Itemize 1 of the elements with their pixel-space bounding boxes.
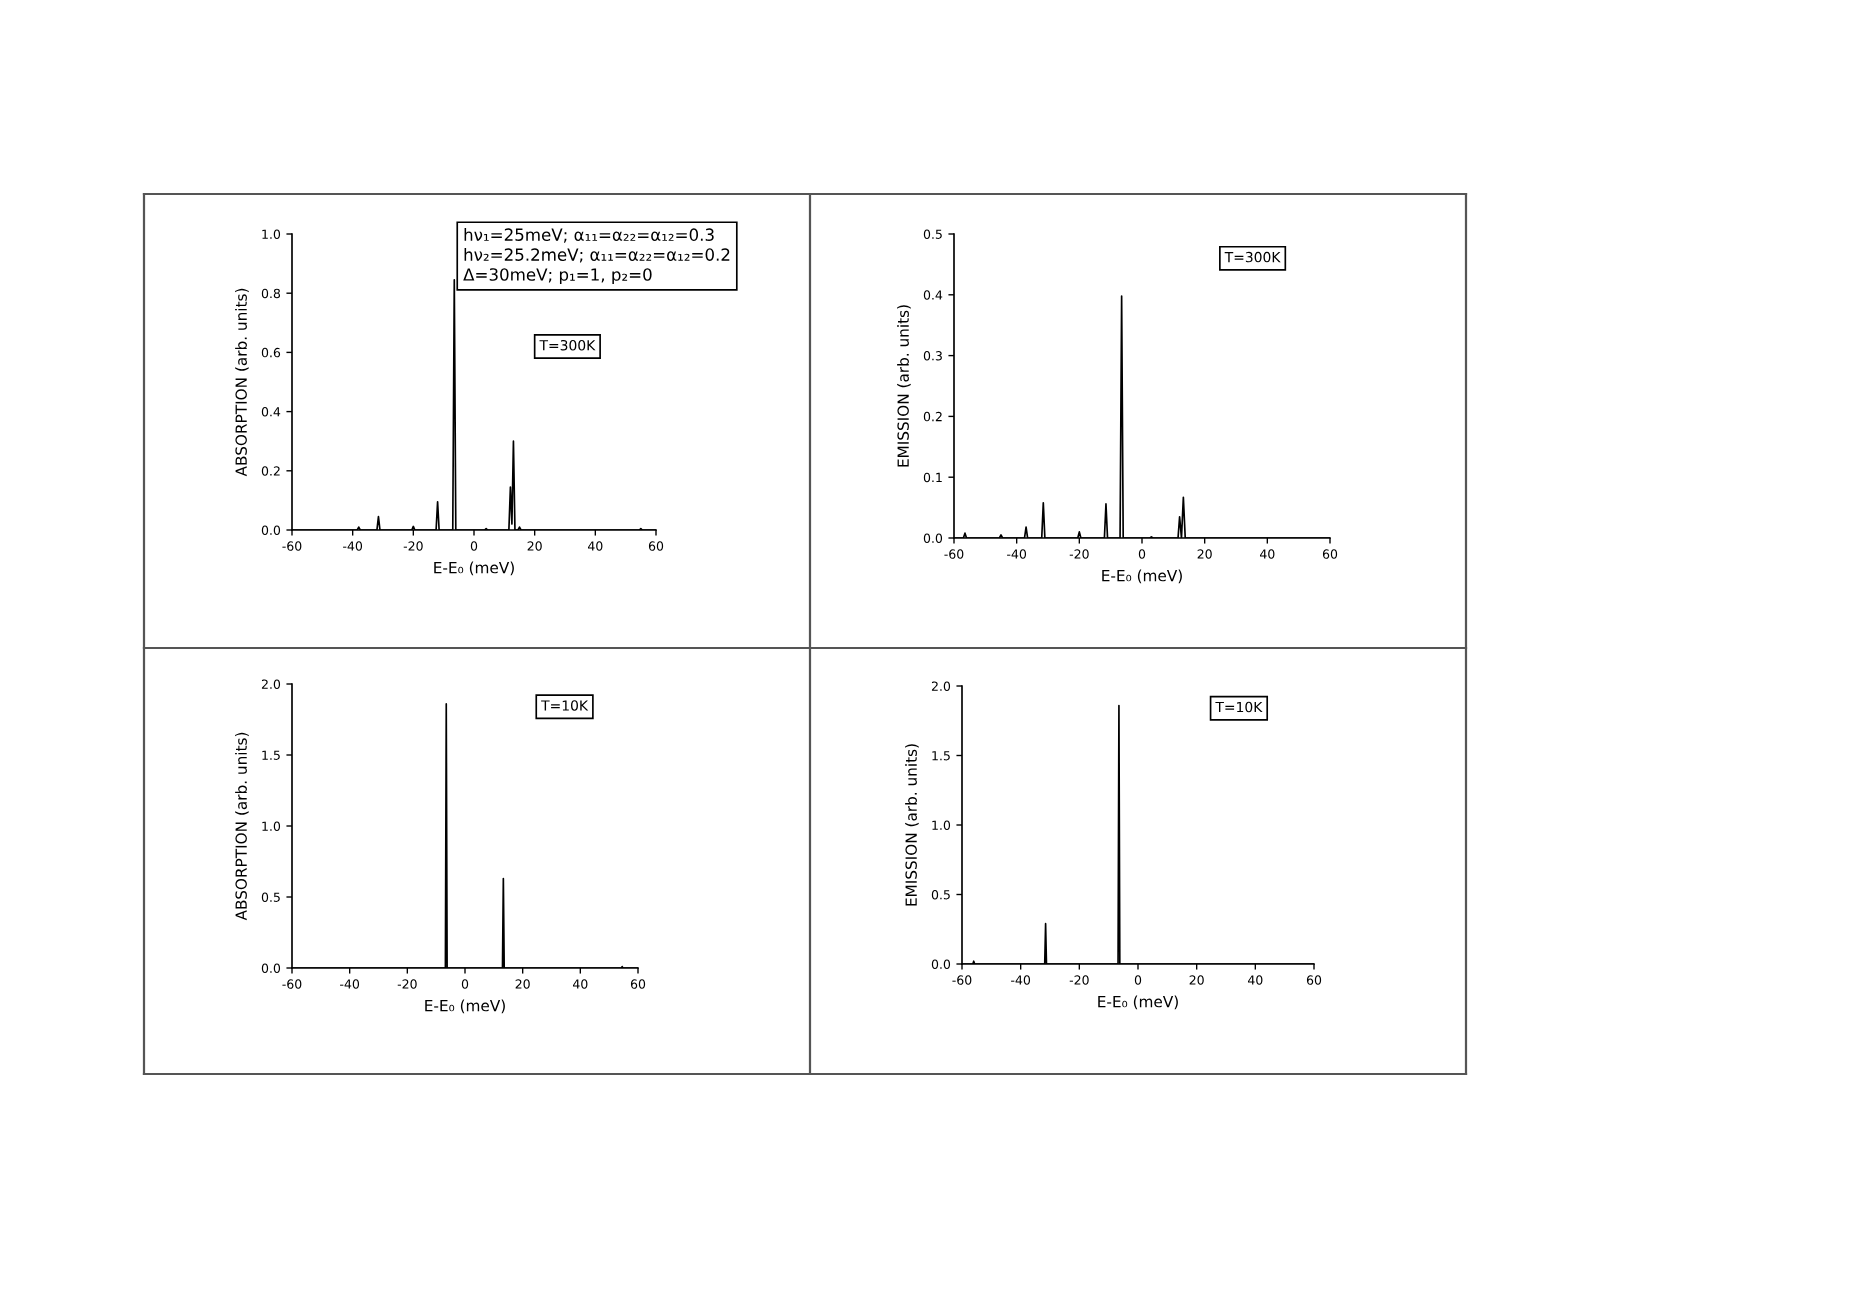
annotation: hν₁=25meV; α₁₁=α₂₂=α₁₂=0.3 hν₂=25.2meV; α₁₁=α₂₂=α₁₂=0.2 Δ=30meV; p₁=1, p₂=0 [463,228,730,285]
